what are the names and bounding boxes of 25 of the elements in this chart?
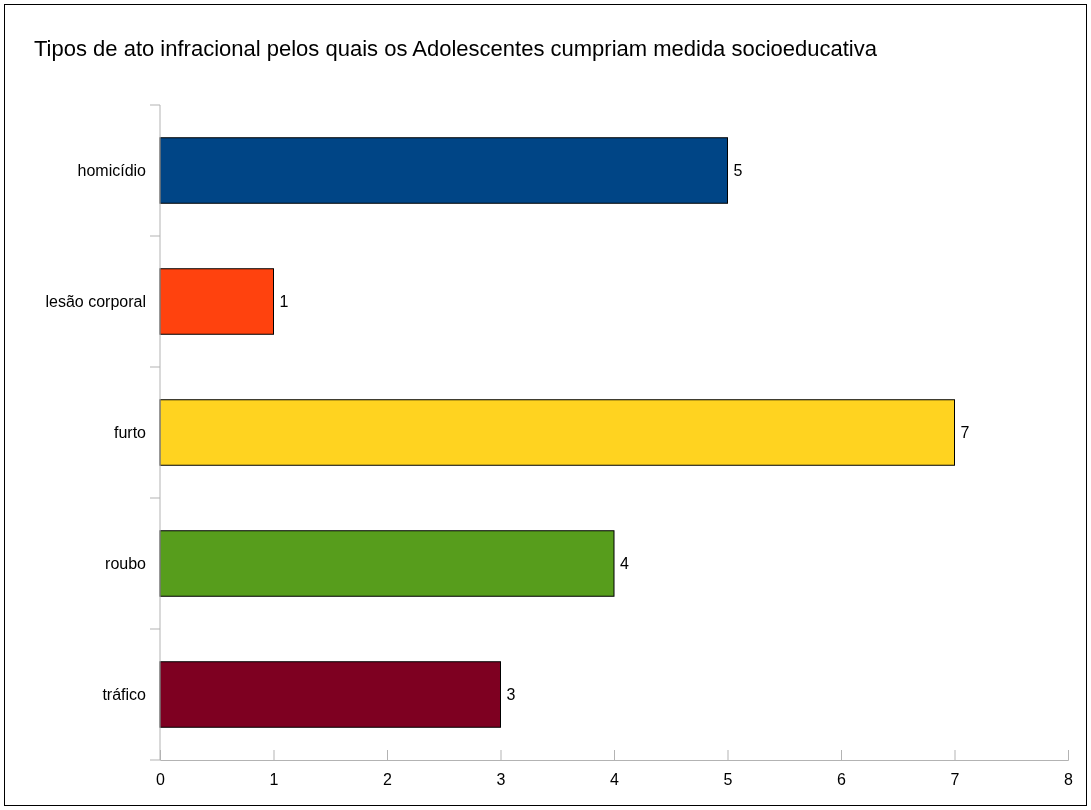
data-label: 4: [620, 555, 629, 573]
x-tick-label: 1: [269, 771, 279, 789]
y-tick-label: tráfico: [102, 686, 147, 704]
chart-title: Tipos de ato infracional pelos quais os Adolescentes cumpriam medida socioeducativa: [34, 36, 878, 61]
bar: [159, 268, 274, 335]
data-label: 7: [960, 424, 970, 442]
data-label: 5: [733, 162, 743, 180]
x-tick-label: 6: [837, 771, 847, 789]
y-tick-label: lesão corporal: [45, 293, 146, 311]
bar: [159, 661, 501, 728]
y-tick-label: roubo: [105, 555, 147, 573]
y-tick-label: furto: [113, 424, 147, 442]
bar: [159, 399, 955, 466]
data-label: 3: [506, 686, 516, 704]
x-tick-label: 4: [610, 771, 620, 789]
x-tick-label: 0: [156, 771, 166, 789]
x-tick-label: 8: [1064, 771, 1074, 789]
x-tick-label: 3: [496, 771, 506, 789]
x-tick-label: 2: [383, 771, 393, 789]
y-tick-label: homicídio: [77, 162, 147, 180]
x-tick-label: 5: [723, 771, 733, 789]
bar: [159, 137, 728, 204]
bar: [159, 530, 615, 597]
x-tick-label: 7: [950, 771, 960, 789]
data-label: 1: [279, 293, 289, 311]
